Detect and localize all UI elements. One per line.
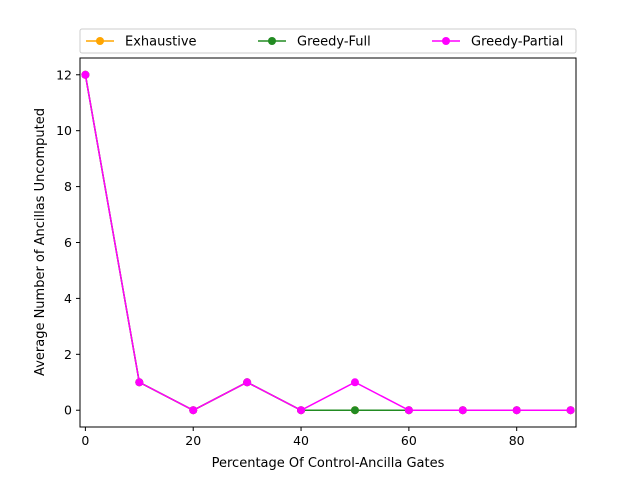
data-point	[297, 406, 306, 415]
data-point	[350, 406, 359, 415]
data-point	[458, 406, 467, 415]
data-point	[566, 406, 575, 415]
data-point	[350, 378, 359, 387]
series-2	[81, 70, 575, 415]
legend-swatch-marker	[268, 37, 276, 45]
y-axis-ticks: 0 2 4 6 8 10 12	[56, 67, 80, 418]
x-tick-label: 20	[185, 433, 201, 448]
y-tick-label: 2	[64, 347, 72, 362]
legend: Exhaustive Greedy-Full Greedy-Partial	[79, 28, 577, 54]
y-tick-label: 12	[56, 67, 72, 82]
y-tick-label: 4	[64, 291, 72, 306]
legend-label: Exhaustive	[125, 35, 197, 50]
legend-label: Greedy-Partial	[471, 35, 563, 50]
data-point	[512, 406, 521, 415]
x-tick-label: 60	[401, 433, 417, 448]
data-point	[243, 378, 252, 387]
data-point	[404, 406, 413, 415]
y-tick-label: 10	[56, 123, 72, 138]
legend-item-1: Greedy-Full	[258, 35, 371, 50]
x-tick-label: 0	[81, 433, 89, 448]
series-layer	[81, 70, 575, 415]
x-tick-label: 80	[509, 433, 525, 448]
data-point	[189, 406, 198, 415]
data-point	[81, 70, 90, 79]
legend-swatch-marker	[96, 37, 104, 45]
legend-item-0: Exhaustive	[86, 35, 197, 50]
series-line-2	[84, 74, 571, 412]
x-tick-label: 40	[293, 433, 309, 448]
legend-label: Greedy-Full	[297, 35, 371, 50]
y-axis-label: Average Number of Ancillas Uncomputed	[33, 108, 48, 376]
data-point	[135, 378, 144, 387]
y-tick-label: 8	[64, 179, 72, 194]
x-axis-ticks: 0 20 40 60 80	[81, 427, 525, 448]
y-tick-label: 0	[64, 403, 72, 418]
x-axis-label: Percentage Of Control-Ancilla Gates	[212, 456, 445, 471]
legend-item-2: Greedy-Partial	[432, 35, 563, 50]
legend-swatch-marker	[442, 37, 450, 45]
y-tick-label: 6	[64, 235, 72, 250]
legend-frame	[79, 28, 577, 54]
